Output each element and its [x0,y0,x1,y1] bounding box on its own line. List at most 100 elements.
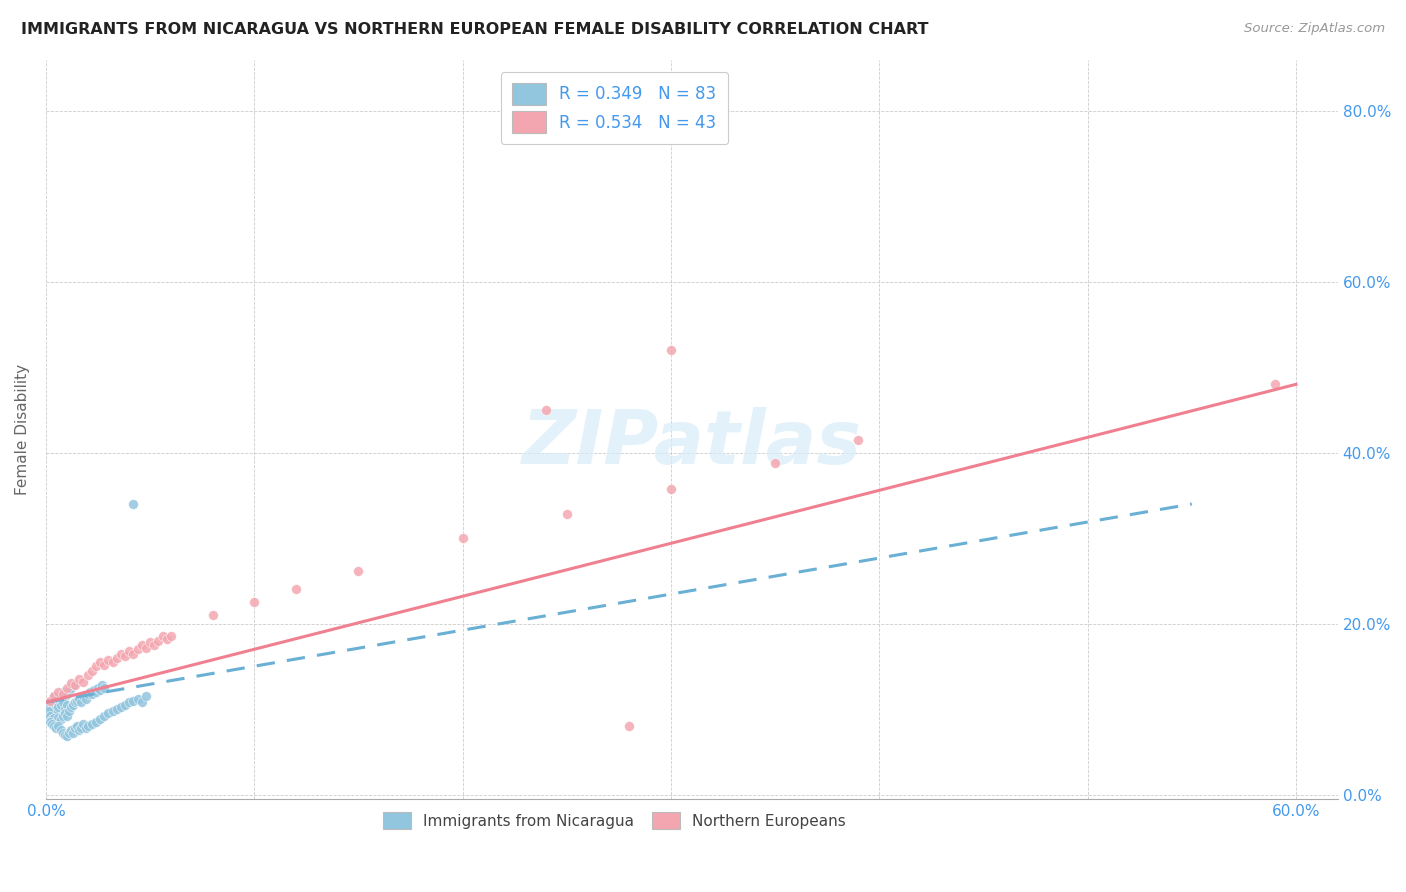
Point [62,726,84,740]
Point [87,681,110,695]
Point [48,700,70,714]
Point [49,698,72,712]
Point [44,690,66,704]
Point [101,655,124,669]
Point [93,657,115,672]
Point [53,728,76,742]
Point [52,709,75,723]
Point [52,726,75,740]
Point [41,702,63,716]
Point [76,719,98,733]
Point [45,695,67,709]
Point [72,717,94,731]
Point [285,582,308,597]
Point [70,695,93,709]
Point [114,649,136,664]
Text: Source: ZipAtlas.com: Source: ZipAtlas.com [1244,22,1385,36]
Point [56,709,79,723]
Point [52,687,75,701]
Point [118,644,141,658]
Point [97,706,120,721]
Point [89,655,111,669]
Point [91,678,114,692]
Point [84,714,107,729]
Point [56,687,79,701]
Point [59,700,82,714]
Point [49,723,72,738]
Point [58,683,80,698]
Point [48,685,70,699]
Point [76,687,98,701]
Point [72,690,94,704]
Point [48,691,70,706]
Point [160,630,183,644]
Point [555,508,578,522]
Point [39,709,62,723]
Point [53,690,76,704]
Point [48,719,70,733]
Point [56,681,79,695]
Point [84,685,107,699]
Point [48,711,70,725]
Point [122,647,145,661]
Point [41,693,63,707]
Point [80,664,103,678]
Point [105,650,128,665]
Point [75,721,97,735]
Point [83,683,105,698]
Point [118,695,141,709]
Point [131,638,153,652]
Y-axis label: Female Disability: Female Disability [15,364,30,495]
Point [53,702,76,716]
Point [451,531,474,545]
Point [72,674,94,689]
Point [80,717,103,731]
Point [110,700,132,714]
Point [101,704,124,718]
Point [127,642,149,657]
Point [62,678,84,692]
Point [41,717,63,731]
Point [70,721,93,735]
Point [67,691,90,706]
Point [45,714,67,729]
Point [105,702,128,716]
Point [143,638,166,652]
Point [114,698,136,712]
Point [152,630,174,644]
Legend: Immigrants from Nicaragua, Northern Europeans: Immigrants from Nicaragua, Northern Euro… [377,805,852,836]
Point [45,706,67,721]
Point [52,685,75,699]
Point [45,721,67,735]
Point [347,564,370,578]
Point [122,497,145,511]
Point [122,693,145,707]
Point [59,723,82,738]
Point [59,676,82,690]
Point [139,635,162,649]
Point [89,683,111,698]
Text: IMMIGRANTS FROM NICARAGUA VS NORTHERN EUROPEAN FEMALE DISABILITY CORRELATION CHA: IMMIGRANTS FROM NICARAGUA VS NORTHERN EU… [21,22,928,37]
Point [49,712,72,726]
Point [58,704,80,718]
Point [67,672,90,686]
Point [49,687,72,701]
Point [63,695,86,709]
Point [131,695,153,709]
Point [56,730,79,744]
Point [44,711,66,725]
Point [80,687,103,701]
Point [89,712,111,726]
Point [135,640,157,655]
Point [39,693,62,707]
Point [58,726,80,740]
Point [44,690,66,704]
Point [37,704,59,718]
Point [534,403,557,417]
Point [243,595,266,609]
Point [127,691,149,706]
Text: ZIPatlas: ZIPatlas [522,408,862,481]
Point [76,668,98,682]
Point [79,685,101,699]
Point [63,721,86,735]
